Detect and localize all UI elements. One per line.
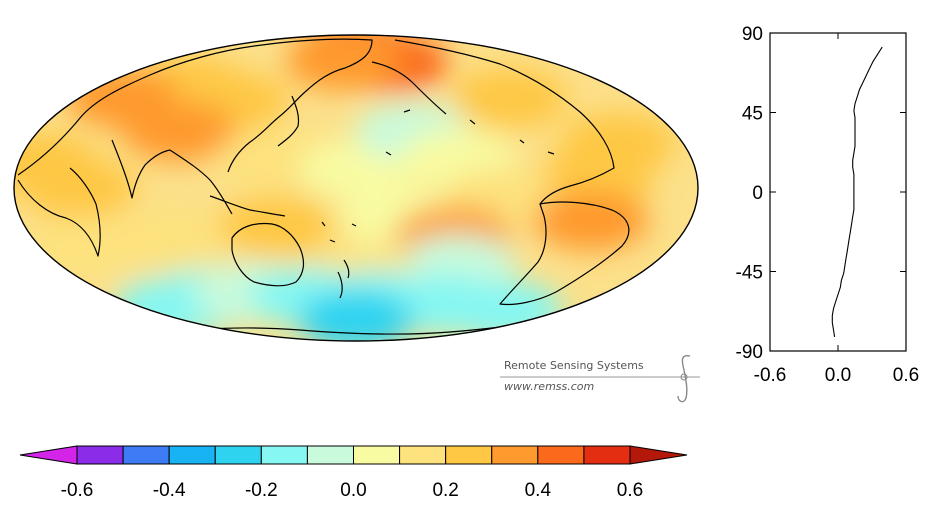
colorbar-cells <box>19 445 688 465</box>
x-tick-label: 0.6 <box>893 365 919 386</box>
integral-dot-icon <box>680 373 688 381</box>
y-tick-label: 45 <box>742 104 763 125</box>
colorbar-tick-label: -0.4 <box>153 480 186 501</box>
coastline-africa <box>17 167 101 257</box>
credit-block: Remote Sensing Systems www.remss.com <box>500 355 700 403</box>
credit-org: Remote Sensing Systems <box>504 359 644 372</box>
credit-url: www.remss.com <box>504 380 594 393</box>
colorbar-cell <box>399 445 447 465</box>
coastline-se-asia <box>169 149 286 217</box>
colorbar-cell <box>76 445 124 465</box>
coastline-asia <box>17 38 373 176</box>
globe-outline <box>13 34 699 342</box>
colorbar-tick-label: 0.6 <box>617 480 643 501</box>
colorbar-cell <box>214 445 262 465</box>
coastline-new-zealand <box>337 259 350 299</box>
coastline-australia <box>231 222 305 287</box>
axis-tick-labels: 90 45 0 -45 -90-0.6 0.0 0.6 <box>736 24 920 386</box>
y-tick-label: 90 <box>742 24 763 45</box>
x-tick-label: 0.0 <box>825 365 851 386</box>
colorbar-under-arrow <box>19 445 78 465</box>
colorbar-cell <box>168 445 216 465</box>
colorbar-cell <box>583 445 631 465</box>
colorbar-cell <box>353 445 401 465</box>
coastline-north-america <box>394 39 615 205</box>
integral-icon <box>677 355 691 403</box>
anomaly-map <box>13 34 699 342</box>
anomaly-blob <box>446 280 563 341</box>
colorbar-tick-label: 0.2 <box>432 480 458 501</box>
colorbar-tick-label: 0.0 <box>340 480 366 501</box>
anomaly-blob <box>217 196 334 257</box>
y-tick-label: 0 <box>752 183 763 204</box>
colorbar-cell <box>445 445 493 465</box>
zonal-mean-line <box>831 46 883 337</box>
coastline-alaska <box>371 61 447 115</box>
colorbar-cell <box>491 445 539 465</box>
anomaly-blob <box>121 101 238 162</box>
coastline-islands <box>321 109 555 243</box>
axis-ticks <box>769 32 907 352</box>
colorbar-over-arrow <box>629 445 688 465</box>
y-tick-label: -45 <box>736 263 763 284</box>
anomaly-blob <box>298 289 414 341</box>
colorbar-cell <box>306 445 354 465</box>
colorbar-cell <box>537 445 585 465</box>
y-tick-label: -90 <box>736 342 763 363</box>
plot-frame <box>769 32 907 352</box>
anomaly-blob <box>532 190 649 251</box>
colorbar-tick-label: 0.4 <box>525 480 552 501</box>
anomaly-blob <box>285 35 402 91</box>
colorbar: -0.6 -0.4 -0.2 0.0 0.2 0.4 0.6 <box>19 445 688 501</box>
anomaly-blob <box>20 158 137 218</box>
anomaly-blob <box>451 68 568 129</box>
colorbar-tick-label: -0.2 <box>245 480 278 501</box>
zonal-mean-chart: 90 45 0 -45 -90-0.6 0.0 0.6 <box>736 24 920 386</box>
coastline-south-america <box>499 201 630 306</box>
colorbar-tick-labels: -0.6 -0.4 -0.2 0.0 0.2 0.4 0.6 <box>61 480 644 501</box>
coastline-japan <box>277 95 300 147</box>
colorbar-tick-label: -0.6 <box>61 480 94 501</box>
colorbar-cell <box>122 445 170 465</box>
anomaly-blob <box>28 216 145 277</box>
colorbar-cell <box>260 445 308 465</box>
coastline-india <box>111 139 171 199</box>
x-tick-label: -0.6 <box>754 365 787 386</box>
